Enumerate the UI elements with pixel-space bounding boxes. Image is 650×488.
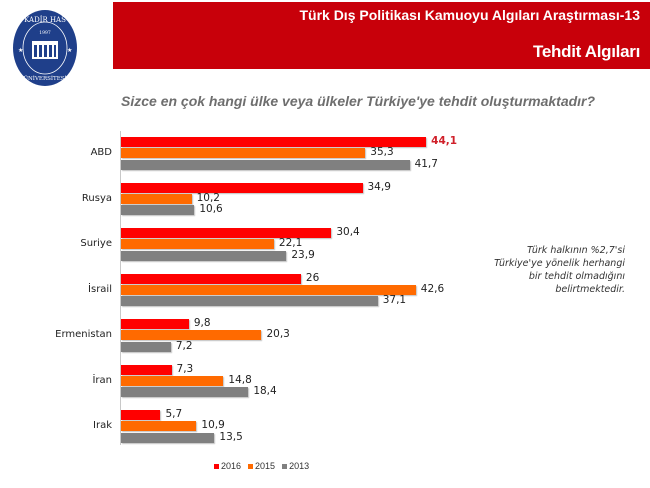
bar-2015 (121, 421, 197, 432)
value-label: 34,9 (367, 180, 391, 193)
bar-2015 (121, 148, 366, 159)
bar-2016 (121, 273, 301, 284)
bar-2016 (121, 364, 172, 375)
value-label: 10,9 (201, 419, 225, 432)
value-label: 9,8 (193, 317, 211, 329)
value-label: 35,3 (370, 146, 394, 159)
value-label: 7,3 (176, 362, 194, 375)
bar-2016 (121, 410, 161, 420)
svg-text:★: ★ (67, 47, 72, 54)
bar-2016 (121, 228, 332, 238)
category-label: ABD (90, 147, 112, 159)
bar-2015 (121, 239, 274, 250)
chart-title: Sizce en çok hangi ülke veya ülkeler Tür… (121, 93, 596, 109)
y-axis-line (120, 131, 121, 445)
value-label: 18,4 (253, 385, 277, 398)
bar-2015 (121, 284, 416, 295)
value-label: 20,3 (266, 328, 290, 341)
value-label: 22,1 (278, 237, 303, 250)
value-label: 10,2 (196, 191, 220, 204)
value-label: 23,9 (291, 248, 315, 261)
bar-2015 (121, 193, 192, 204)
value-label: 26 (305, 271, 320, 284)
section-title: Tehdit Algıları (533, 42, 640, 61)
value-label: 41,7 (414, 157, 438, 170)
category-label: İran (92, 374, 112, 386)
svg-text:KADİR HAS: KADİR HAS (24, 15, 66, 24)
svg-text:1997: 1997 (39, 30, 51, 36)
bar-2016 (121, 319, 189, 329)
category-label: Ermenistan (55, 329, 112, 341)
footnote: Türk halkının %2,7'si Türkiye'ye yönelik… (494, 245, 625, 295)
bar-2013 (121, 250, 287, 261)
bar-2016 (121, 137, 427, 147)
category-label: Suriye (80, 238, 112, 250)
bar-2013 (121, 341, 171, 352)
value-label: 13,5 (219, 430, 243, 443)
bar-2015 (121, 330, 262, 341)
bar-2013 (121, 205, 195, 216)
legend-item-2015: 2015 (248, 461, 275, 471)
bar-2016 (121, 182, 363, 193)
value-label: 7,2 (175, 339, 193, 352)
value-label: 37,1 (382, 294, 407, 307)
legend-item-2013: 2013 (282, 461, 309, 471)
kadir-has-logo: KADİR HAS 1997 ★ ★ ÜNİVERSİTESİ (13, 10, 77, 86)
svg-text:★: ★ (18, 47, 23, 54)
header-banner: Türk Dış Politikası Kamuoyu Algıları Ara… (113, 2, 650, 69)
category-label: Irak (93, 420, 112, 432)
value-label: 44,1 (431, 135, 458, 147)
value-label: 10,6 (199, 203, 223, 216)
value-label: 14,8 (228, 373, 252, 386)
value-label: 42,6 (420, 282, 445, 295)
bar-2013 (121, 387, 249, 398)
category-label: Rusya (81, 192, 112, 204)
category-label: İsrail (88, 283, 112, 295)
value-label: 30,4 (336, 226, 360, 238)
svg-text:ÜNİVERSİTESİ: ÜNİVERSİTESİ (23, 75, 66, 82)
legend-item-2016: 2016 (214, 461, 241, 471)
bar-2013 (121, 432, 215, 443)
survey-title: Türk Dış Politikası Kamuoyu Algıları Ara… (299, 7, 640, 23)
value-label: 5,7 (165, 408, 183, 420)
bar-2013 (121, 296, 378, 307)
bar-2015 (121, 375, 224, 386)
bar-2013 (121, 159, 410, 170)
legend: 2016 2015 2013 (214, 461, 309, 471)
